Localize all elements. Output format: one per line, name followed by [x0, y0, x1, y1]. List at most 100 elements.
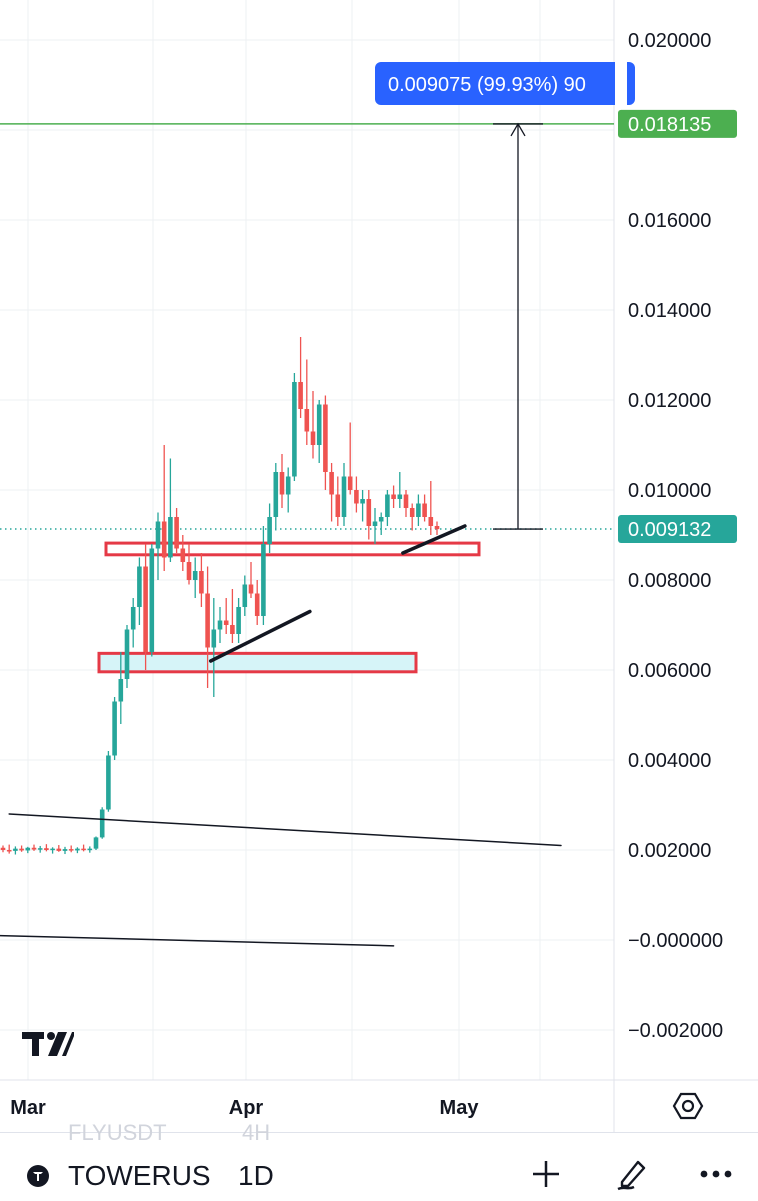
candle-body [50, 848, 55, 851]
candle-body [254, 593, 260, 616]
candle-body [366, 499, 372, 526]
candle-body [409, 508, 415, 517]
candle-body [13, 848, 18, 851]
candle-body [161, 521, 167, 558]
pen-icon [617, 1160, 646, 1191]
candle-body [397, 494, 403, 499]
candle-body [0, 847, 6, 850]
support-zone [104, 541, 481, 557]
measure-label: 0.009075 (99.93%) 90 [388, 74, 586, 96]
candle-body [347, 476, 353, 490]
support-zone [97, 651, 418, 674]
price-badges: 0.009075 (99.93%) 90 0.018135 0.009132 [375, 62, 737, 544]
candle-body [37, 848, 43, 850]
candle-body [186, 562, 192, 580]
candle-body [298, 382, 303, 409]
candle-body [199, 571, 204, 594]
candle-body [403, 494, 409, 508]
candle-body [310, 431, 316, 445]
candle-body [329, 472, 334, 495]
y-tick-label: −0.000000 [628, 930, 723, 952]
candle-body [428, 517, 434, 526]
candle-body [217, 620, 223, 630]
ghost-timeframe: 4H [242, 1120, 271, 1145]
candle-body [292, 382, 297, 477]
candle-body [31, 847, 37, 850]
y-tick-label: 0.010000 [628, 480, 711, 502]
candle-body [385, 494, 390, 517]
y-tick-label: 0.020000 [628, 30, 711, 52]
candle-body [285, 476, 291, 495]
target-price-label: 0.018135 [628, 114, 711, 136]
candle-body [62, 849, 68, 851]
last-price-badge [618, 515, 737, 544]
candle-body [279, 472, 285, 495]
candle-body [99, 809, 105, 838]
x-tick-label: Mar [10, 1097, 46, 1119]
trend-line [8, 813, 562, 847]
y-tick-label: 0.012000 [628, 390, 711, 412]
candle-body [434, 526, 440, 530]
candle-body [44, 848, 49, 850]
time-axis[interactable]: Mar Apr May [10, 1097, 479, 1119]
x-tick-label: Apr [229, 1097, 264, 1119]
candle-body [149, 548, 155, 652]
candle-body [68, 849, 74, 851]
symbol-logo-icon[interactable] [26, 1164, 50, 1188]
tradingview-logo-icon [22, 1032, 74, 1056]
candle-body [174, 517, 179, 549]
y-tick-label: 0.016000 [628, 210, 711, 232]
y-tick-label: −0.002000 [628, 1020, 723, 1042]
candle-body [378, 517, 384, 522]
y-tick-label: 0.004000 [628, 750, 711, 772]
candle-body [75, 848, 80, 851]
ghost-symbol: FLYUSDT [68, 1120, 167, 1145]
chart-grid [0, 0, 758, 1132]
candle-body [118, 679, 124, 702]
candle-body [323, 404, 328, 472]
timeframe-selector[interactable]: 1D [238, 1160, 274, 1191]
candle-body [341, 476, 347, 517]
candle-body [137, 566, 142, 607]
candle-body [106, 755, 111, 810]
add-button[interactable] [526, 1154, 566, 1194]
candle-body [236, 607, 241, 634]
candle-body [155, 521, 161, 549]
measure-label-box [375, 62, 635, 105]
candle-body [6, 850, 12, 852]
candle-body [354, 490, 359, 504]
candle-body [335, 494, 341, 517]
y-tick-label: 0.006000 [628, 660, 711, 682]
trend-line [208, 609, 312, 663]
axis-mask [615, 62, 627, 105]
candle-body [422, 503, 427, 517]
candle-body [87, 848, 93, 851]
candle-body [316, 404, 322, 445]
candle-body [19, 848, 24, 851]
chart-settings-icon[interactable] [670, 1088, 706, 1124]
candles [0, 337, 481, 855]
bottom-toolbar [0, 1132, 758, 1201]
reference-lines [0, 123, 614, 530]
symbol-name[interactable]: TOWERUS [68, 1160, 211, 1191]
candle-body [372, 521, 378, 526]
drawings[interactable] [0, 122, 562, 947]
trend-line [401, 524, 467, 555]
plus-icon [533, 1161, 559, 1187]
candle-body [143, 566, 148, 652]
candle-body [304, 409, 310, 432]
candle-body [261, 544, 266, 616]
candle-body [192, 571, 198, 580]
candle-body [130, 607, 136, 630]
candle-body [180, 548, 186, 562]
candle-body [56, 848, 62, 851]
candle-body [242, 584, 248, 607]
drawing-tools-button[interactable] [612, 1154, 652, 1194]
more-button[interactable] [696, 1154, 736, 1194]
candle-body [248, 584, 254, 594]
price-axis[interactable]: 0.020000 0.016000 0.014000 0.012000 0.010000… [628, 30, 723, 1042]
candle-body [273, 472, 279, 517]
candle-body [223, 620, 229, 625]
candle-body [124, 629, 130, 679]
